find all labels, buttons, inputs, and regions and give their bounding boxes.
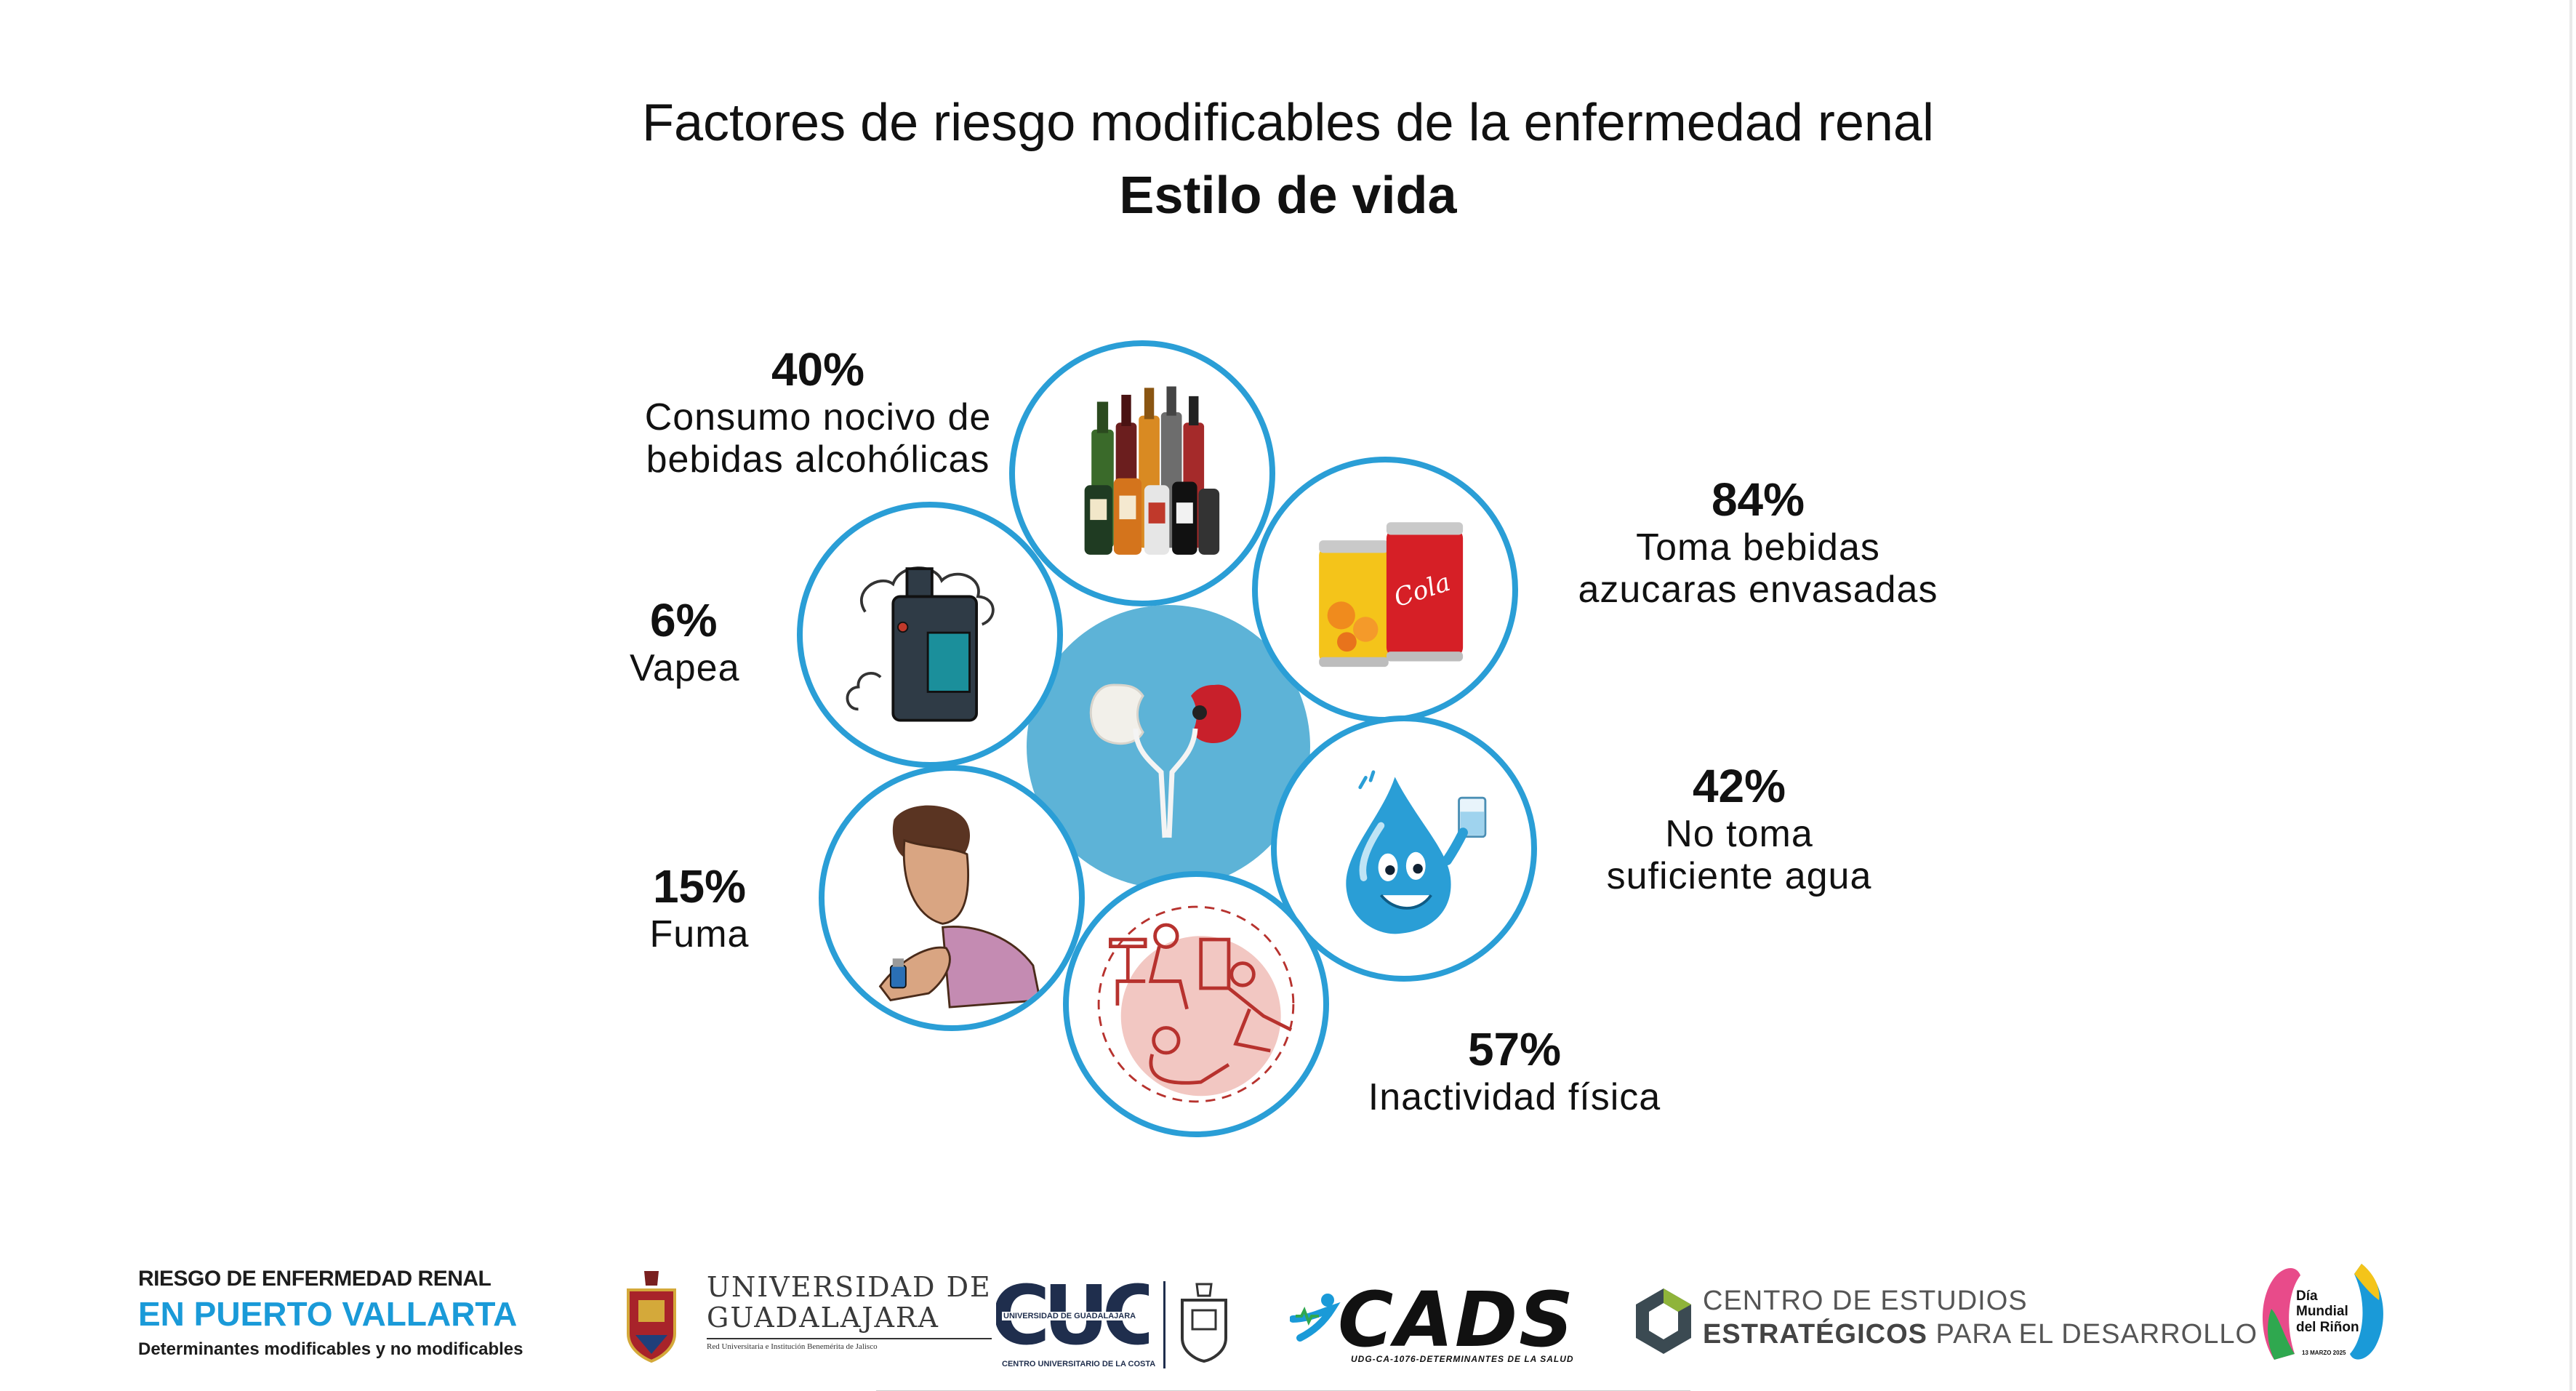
- project-title-line1: RIESGO DE ENFERMEDAD RENAL: [138, 1267, 491, 1291]
- kidneys-circle: [1027, 605, 1310, 889]
- inactivity-circle: [1063, 871, 1329, 1137]
- ceed-line2-rest: PARA EL DESARROLLO: [1927, 1319, 2258, 1350]
- project-subtitle: Determinantes modificables y no modifica…: [138, 1339, 523, 1359]
- factor-percent: 15%: [652, 860, 747, 913]
- soda-circle: Cola: [1252, 457, 1518, 723]
- cads-logo: CADS UDG-CA-1076-DETERMINANTES DE LA SAL…: [1290, 1275, 1588, 1367]
- factor-inactivity: 57% Inactividad física: [1260, 1023, 1769, 1118]
- udg-name-line1: UNIVERSIDAD DE: [707, 1271, 992, 1303]
- sedentary-icon: [1097, 905, 1295, 1103]
- factor-label-line1: Inactividad física: [1368, 1075, 1661, 1118]
- udg-logo: UNIVERSIDAD DE GUADALAJARA Red Universit…: [622, 1270, 992, 1364]
- vape-circle: [797, 502, 1063, 768]
- factor-label-line1: No toma: [1665, 812, 1813, 855]
- udg-tagline: Red Universitaria e Institución Beneméri…: [707, 1338, 992, 1351]
- cuc-center-name: CENTRO UNIVERSITARIO DE LA COSTA: [1002, 1360, 1156, 1368]
- factor-water: 42% No toma suficiente agua: [1485, 760, 1994, 897]
- ceed-line2: ESTRATÉGICOS PARA EL DESARROLLO: [1703, 1319, 2258, 1350]
- project-title-line2: EN PUERTO VALLARTA: [138, 1295, 518, 1333]
- factor-label-line2: azucaras envasadas: [1578, 568, 1938, 611]
- cads-swoosh-icon: [1290, 1294, 1341, 1342]
- factor-percent: 57%: [1467, 1023, 1562, 1075]
- cads-wordmark: CADS: [1338, 1275, 1576, 1364]
- smoking-circle: [819, 765, 1085, 1031]
- cads-subtitle: UDG-CA-1076-DETERMINANTES DE LA SALUD: [1351, 1354, 1574, 1364]
- factor-label-line2: bebidas alcohólicas: [646, 438, 990, 481]
- ceed-hexagon-icon: [1636, 1288, 1691, 1354]
- ceed-line1: CENTRO DE ESTUDIOS: [1703, 1286, 2028, 1316]
- udg-crest-icon: [627, 1271, 676, 1363]
- liquor-bottles-icon: [1084, 386, 1220, 555]
- factor-percent: 84%: [1711, 473, 1805, 526]
- alcohol-circle: [1009, 340, 1275, 606]
- vape-icon: [846, 566, 995, 722]
- factor-vape: 6% Vapea: [630, 594, 848, 689]
- factor-label-line1: Consumo nocivo de: [644, 396, 992, 438]
- cuc-divider: [1163, 1281, 1165, 1368]
- smoking-person-icon: [878, 805, 1042, 1009]
- world-kidney-day-logo: Día Mundial del Riñon 13 MARZO 2025: [2252, 1258, 2398, 1367]
- wkd-line2: Mundial: [2296, 1304, 2348, 1320]
- factor-label-line1: Toma bebidas: [1636, 526, 1880, 569]
- factor-label-line2: suficiente agua: [1606, 854, 1872, 897]
- ceed-line2-bold: ESTRATÉGICOS: [1703, 1319, 1927, 1350]
- project-brand: RIESGO DE ENFERMEDAD RENAL EN PUERTO VAL…: [138, 1267, 589, 1368]
- udg-name-line2: GUADALAJARA: [707, 1302, 939, 1334]
- factor-alcohol: 40% Consumo nocivo de bebidas alcohólica…: [563, 343, 1072, 481]
- factor-sugary-drinks: 84% Toma bebidas azucaras envasadas: [1504, 473, 2013, 611]
- right-edge: [2569, 0, 2572, 1391]
- cuc-university: UNIVERSIDAD DE GUADALAJARA: [1002, 1312, 1138, 1320]
- wkd-date: 13 MARZO 2025: [2302, 1350, 2346, 1356]
- page-title: Factores de riesgo modificables de la en…: [642, 94, 1934, 152]
- ceed-logo: CENTRO DE ESTUDIOS ESTRATÉGICOS PARA EL …: [1633, 1286, 2257, 1366]
- factor-percent: 6%: [650, 594, 718, 646]
- water-drop-icon: [1346, 770, 1487, 934]
- factor-label-line1: Vapea: [630, 646, 740, 689]
- page-subtitle: Estilo de vida: [1119, 167, 1457, 225]
- factor-smoke: 15% Fuma: [445, 860, 954, 955]
- kidneys-icon: [1089, 684, 1242, 838]
- soda-cans-icon: Cola: [1319, 522, 1464, 668]
- water-circle: [1271, 715, 1537, 982]
- cuc-crest-icon: [1181, 1283, 1227, 1363]
- factor-percent: 40%: [771, 343, 865, 396]
- wkd-line3: del Riñon: [2296, 1319, 2359, 1335]
- factor-label-line1: Fuma: [649, 913, 750, 955]
- factor-percent: 42%: [1692, 760, 1786, 812]
- world-kidney-day-icon: [2262, 1264, 2383, 1360]
- cuc-logo: CUC UNIVERSIDAD DE GUADALAJARA CENTRO UN…: [996, 1277, 1243, 1374]
- wkd-line1: Día: [2296, 1288, 2318, 1304]
